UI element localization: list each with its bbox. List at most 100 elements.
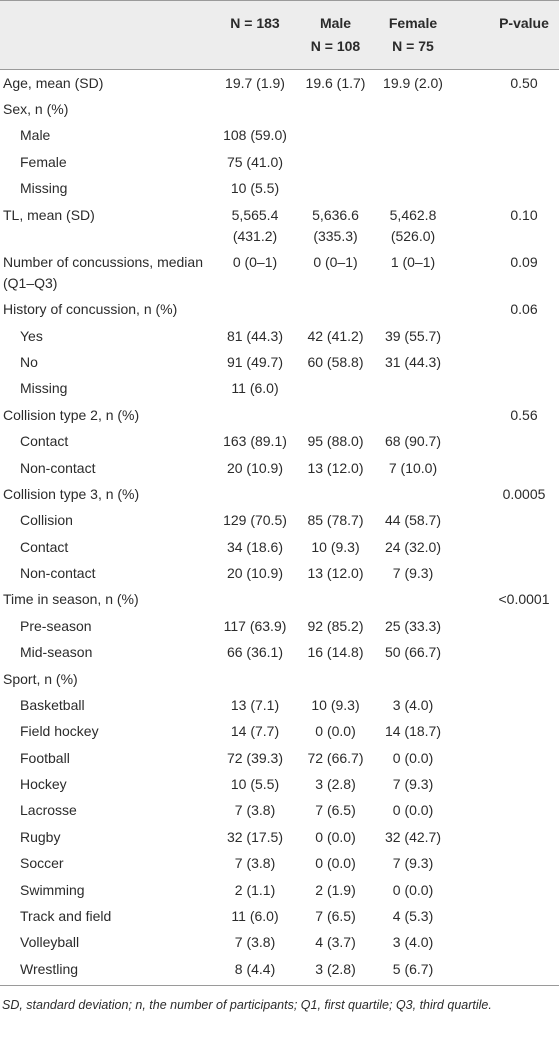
table-row: History of concussion, n (%) 0.06 bbox=[0, 297, 559, 323]
table-cell: 91 (49.7) bbox=[226, 354, 284, 371]
table-cell: 39 (55.7) bbox=[384, 327, 442, 344]
table-cell: 50 (66.7) bbox=[384, 644, 442, 661]
empty-cell bbox=[453, 851, 559, 877]
table-cell: 19.9 (2.0) bbox=[383, 74, 443, 91]
empty-cell bbox=[453, 903, 559, 929]
empty-cell bbox=[453, 323, 559, 349]
table-cell: 7 (9.3) bbox=[392, 776, 434, 793]
table-cell: 32 (42.7) bbox=[384, 828, 442, 845]
empty-cell bbox=[298, 149, 373, 175]
table-row: Soccer 7 (3.8) 0 (0.0) 7 (9.3) bbox=[0, 851, 559, 877]
row-label: Number of concussions, median (Q1–Q3) bbox=[3, 253, 203, 291]
table-cell: 10 (9.3) bbox=[311, 696, 360, 713]
table-row: Collision 129 (70.5) 85 (78.7) 44 (58.7) bbox=[0, 508, 559, 534]
table-cell: 20 (10.9) bbox=[226, 459, 284, 476]
table-row: Wrestling 8 (4.4) 3 (2.8) 5 (6.7) bbox=[0, 956, 559, 986]
empty-cell bbox=[373, 666, 453, 692]
table-cell: 0 (0.0) bbox=[315, 855, 356, 872]
table-cell: 14 (7.7) bbox=[230, 723, 280, 740]
empty-cell bbox=[212, 297, 298, 323]
table-cell: 7 (9.3) bbox=[392, 855, 434, 872]
empty-cell bbox=[298, 402, 373, 428]
table-cell: 10 (9.3) bbox=[311, 538, 360, 555]
footnote: SD, standard deviation; n, the number of… bbox=[2, 997, 492, 1012]
table-cell: 0 (0.0) bbox=[392, 802, 434, 819]
table-cell: 13 (12.0) bbox=[307, 565, 364, 582]
row-label: Contact bbox=[20, 538, 69, 555]
table-cell: 25 (33.3) bbox=[384, 617, 442, 634]
empty-cell bbox=[212, 481, 298, 507]
row-label: Collision type 2, n (%) bbox=[3, 406, 140, 423]
row-label: Track and field bbox=[20, 907, 112, 924]
table-cell: 7 (3.8) bbox=[234, 934, 276, 951]
table-row: Time in season, n (%) <0.0001 bbox=[0, 587, 559, 613]
table-cell: 7 (6.5) bbox=[315, 907, 356, 924]
row-label: Hockey bbox=[20, 776, 67, 793]
empty-cell bbox=[453, 560, 559, 586]
row-label: Non-contact bbox=[20, 565, 96, 582]
empty-cell bbox=[453, 877, 559, 903]
row-label: No bbox=[20, 354, 38, 371]
table-cell: 72 (39.3) bbox=[226, 749, 284, 766]
empty-cell bbox=[453, 376, 559, 402]
table-row: No 91 (49.7) 60 (58.8) 31 (44.3) bbox=[0, 349, 559, 375]
row-label: Volleyball bbox=[20, 934, 80, 951]
empty-cell bbox=[212, 402, 298, 428]
empty-cell bbox=[298, 666, 373, 692]
table-row: Missing 10 (5.5) bbox=[0, 176, 559, 202]
header-cell bbox=[212, 35, 298, 70]
table-cell: 66 (36.1) bbox=[226, 644, 284, 661]
table-cell: 10 (5.5) bbox=[230, 776, 280, 793]
table-cell: 42 (41.2) bbox=[307, 327, 364, 344]
table-cell: 163 (89.1) bbox=[223, 433, 287, 450]
empty-cell bbox=[453, 149, 559, 175]
empty-cell bbox=[453, 96, 559, 122]
table-cell: 2 (1.1) bbox=[234, 881, 276, 898]
row-label: Sex, n (%) bbox=[3, 101, 69, 118]
empty-cell bbox=[298, 297, 373, 323]
table-cell: 85 (78.7) bbox=[307, 512, 364, 529]
table-row: Volleyball 7 (3.8) 4 (3.7) 3 (4.0) bbox=[0, 930, 559, 956]
header-row: N = 183 Male Female P-value bbox=[0, 0, 559, 35]
empty-cell bbox=[373, 402, 453, 428]
empty-cell bbox=[453, 930, 559, 956]
table-cell: 3 (4.0) bbox=[392, 934, 434, 951]
table-cell: 0.50 bbox=[510, 74, 538, 91]
row-label: TL, mean (SD) bbox=[3, 206, 95, 223]
empty-cell bbox=[298, 481, 373, 507]
table-row: Field hockey 14 (7.7) 0 (0.0) 14 (18.7) bbox=[0, 719, 559, 745]
header-cell bbox=[453, 35, 559, 70]
empty-cell bbox=[453, 455, 559, 481]
table-cell: 0 (0–1) bbox=[232, 253, 278, 270]
table-row: Mid-season 66 (36.1) 16 (14.8) 50 (66.7) bbox=[0, 640, 559, 666]
table: N = 183 Male Female P-value N = 108 N = 75 A… bbox=[0, 0, 559, 986]
empty-cell bbox=[453, 666, 559, 692]
empty-cell bbox=[453, 176, 559, 202]
row-label: Rugby bbox=[20, 828, 61, 845]
header-cell: N = 108 bbox=[298, 35, 373, 70]
table-row: Swimming 2 (1.1) 2 (1.9) 0 (0.0) bbox=[0, 877, 559, 903]
table-cell: 7 (9.3) bbox=[392, 565, 434, 582]
header-row: N = 108 N = 75 bbox=[0, 35, 559, 70]
empty-cell bbox=[453, 798, 559, 824]
table-row: Number of concussions, median (Q1–Q3) 0 (… bbox=[0, 249, 559, 296]
table-cell: 0 (0.0) bbox=[392, 881, 434, 898]
table-row: Contact 34 (18.6) 10 (9.3) 24 (32.0) bbox=[0, 534, 559, 560]
table-cell: 14 (18.7) bbox=[384, 723, 442, 740]
table-row: Rugby 32 (17.5) 0 (0.0) 32 (42.7) bbox=[0, 824, 559, 850]
empty-cell bbox=[453, 824, 559, 850]
row-label: Non-contact bbox=[20, 459, 96, 476]
table-cell: 13 (7.1) bbox=[230, 696, 280, 713]
row-label: Soccer bbox=[20, 855, 64, 872]
row-label: Time in season, n (%) bbox=[3, 591, 139, 608]
row-label: Collision type 3, n (%) bbox=[3, 485, 140, 502]
empty-cell bbox=[373, 149, 453, 175]
header-cell: Female bbox=[388, 15, 438, 31]
table-cell: 5 (6.7) bbox=[373, 956, 453, 986]
empty-cell bbox=[373, 376, 453, 402]
table-header: N = 183 Male Female P-value N = 108 N = 75 bbox=[0, 0, 559, 70]
row-label: Collision bbox=[20, 512, 73, 529]
table-row: Collision type 3, n (%) 0.0005 bbox=[0, 481, 559, 507]
table-cell: 3 (4.0) bbox=[392, 696, 434, 713]
table-row: Missing 11 (6.0) bbox=[0, 376, 559, 402]
